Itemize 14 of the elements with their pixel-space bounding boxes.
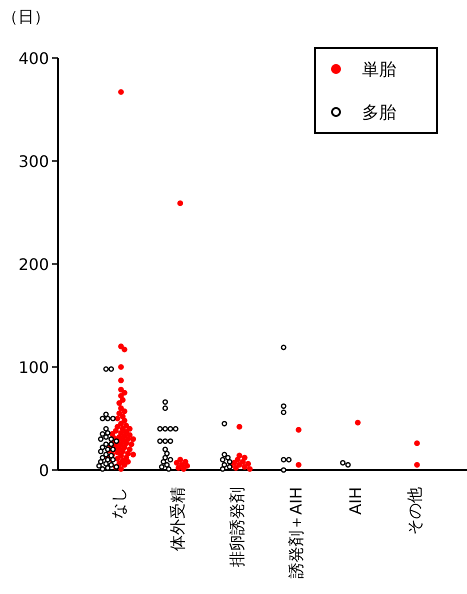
x-tick-label: AIH	[346, 487, 365, 515]
y-tick-label: 0	[38, 461, 49, 480]
y-tick-label: 400	[18, 49, 49, 68]
x-tick-label: 排卵誘発剤	[227, 487, 246, 567]
x-tick-label: その他	[405, 487, 424, 535]
legend-label: 単胎	[362, 60, 396, 80]
x-tick-label: なし	[109, 487, 128, 519]
x-tick-label: 体外受精	[168, 487, 188, 551]
legend-label: 多胎	[362, 103, 396, 123]
y-tick-label: 100	[18, 358, 49, 377]
y-tick-label: 200	[18, 255, 49, 274]
y-axis-title: （日）	[2, 7, 50, 26]
y-tick-label: 300	[18, 152, 49, 171]
x-tick-label: 誘発剤＋AIH	[286, 487, 306, 579]
